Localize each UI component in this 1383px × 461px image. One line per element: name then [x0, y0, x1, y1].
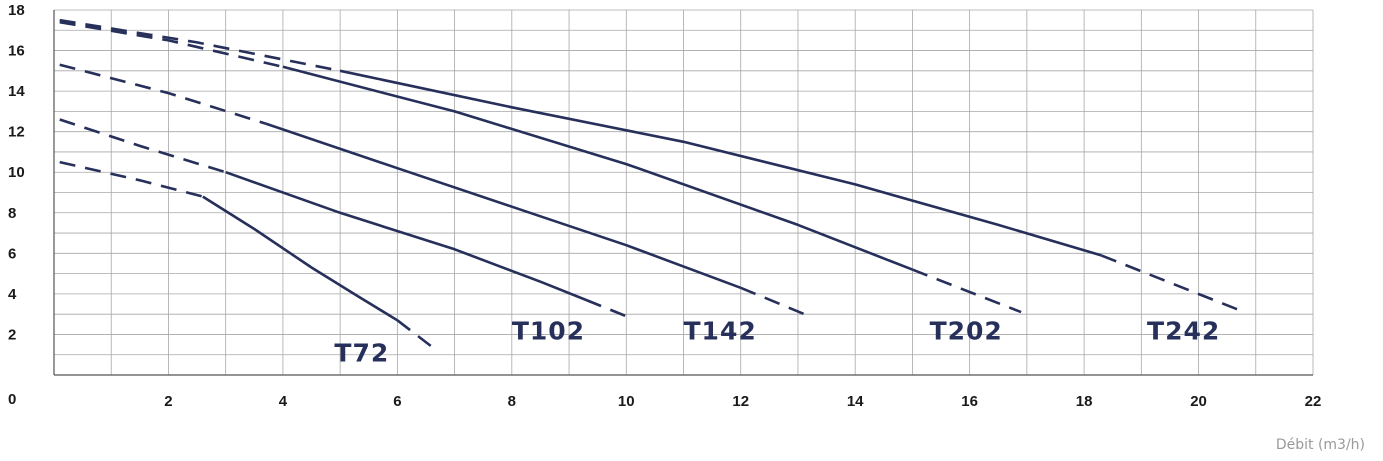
series-label-t202: T202 [930, 316, 1003, 345]
curve-t102-solid [225, 170, 587, 302]
curve-t142-dashed-end [740, 286, 810, 318]
x-tick-label: 18 [1076, 393, 1093, 410]
x-tick-label: 20 [1190, 393, 1207, 410]
curve-t72-solid [202, 195, 399, 322]
curve-t72-dashed-start [59, 160, 204, 198]
x-tick-label: 10 [618, 393, 635, 410]
series-label-t102: T102 [512, 316, 585, 345]
curve-t202-dashed-end [911, 268, 1022, 314]
curve-t102-dashed-end [585, 298, 627, 318]
curve-t242-dashed-end [1100, 254, 1245, 314]
curve-t202-dashed-start [59, 20, 284, 69]
x-tick-label: 14 [847, 393, 864, 410]
x-tick-label: 16 [961, 393, 978, 410]
curve-t102-dashed-start [59, 118, 227, 174]
curve-t242-solid [339, 69, 1102, 257]
series-label-t242: T242 [1147, 316, 1220, 345]
curve-t72-dashed-end [396, 319, 433, 348]
curve-t142-solid [265, 122, 742, 290]
series-label-t72: T72 [334, 339, 389, 368]
y-tick-label: 14 [8, 83, 25, 100]
x-tick-label: 12 [732, 393, 749, 410]
curve-t142-dashed-start [59, 63, 267, 125]
x-tick-label: 8 [508, 393, 516, 410]
chart-curves [59, 18, 1245, 348]
y-tick-label: 16 [8, 43, 25, 60]
x-tick-label: 4 [279, 393, 288, 410]
curve-t202-solid [282, 65, 913, 271]
y-tick-label: 18 [8, 2, 25, 19]
chart-axes [53, 10, 1313, 376]
y-tick-label: 0 [8, 391, 16, 408]
series-label-t142: T142 [684, 316, 757, 345]
chart-grid [53, 9, 1314, 376]
y-tick-label: 6 [8, 245, 16, 262]
y-tick-label: 8 [8, 205, 16, 222]
y-tick-label: 10 [8, 164, 25, 181]
curve-t242-dashed-start [59, 18, 341, 73]
x-tick-label: 2 [164, 393, 172, 410]
y-tick-label: 12 [8, 124, 25, 141]
chart-tick-labels: 2 4 6 8 10 12 14 16 18 20 22 0 2 4 6 8 10 12 14 16 18 [8, 2, 1321, 410]
x-tick-label: 6 [393, 393, 401, 410]
x-axis-label: Débit (m3/h) [1275, 437, 1365, 453]
x-tick-label: 22 [1305, 393, 1322, 410]
y-tick-label: 2 [8, 326, 16, 343]
chart-series-labels: T72 T102 T142 T202 T242 [334, 316, 1220, 368]
y-tick-label: 4 [8, 286, 17, 303]
